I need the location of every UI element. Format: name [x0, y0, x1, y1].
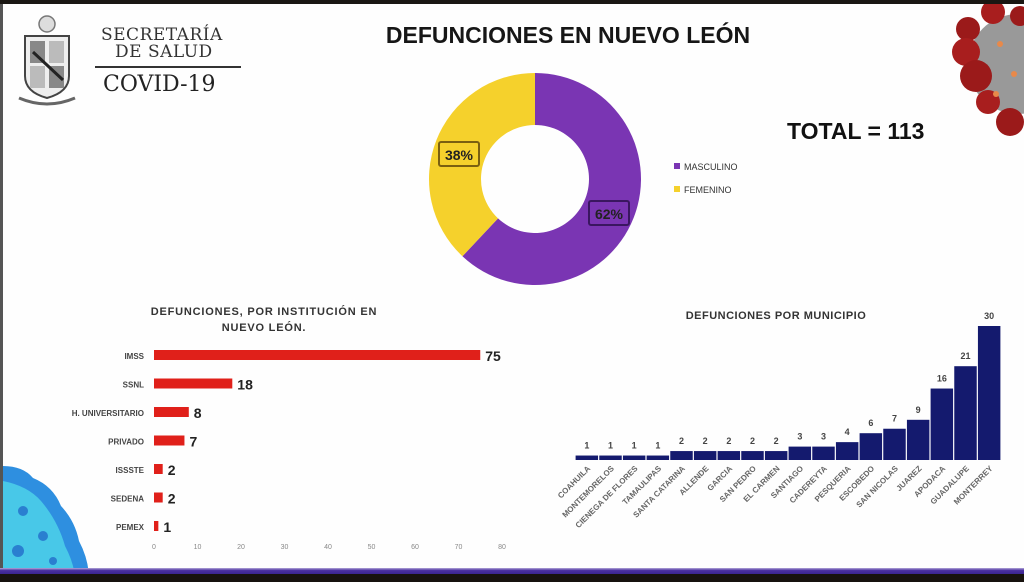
institution-category-label: SEDENA [111, 495, 145, 504]
municipio-bar [859, 433, 883, 460]
municipio-value-label: 1 [584, 441, 589, 451]
logo-text-de-salud: DE SALUD [115, 42, 213, 62]
institution-category-label: PRIVADO [108, 438, 144, 447]
institution-chart-title-line1: DEFUNCIONES, POR INSTITUCIÓN EN [151, 305, 377, 318]
institution-bar [154, 492, 163, 503]
municipio-value-label: 2 [679, 436, 684, 446]
institution-chart-title-line2: NUEVO LEÓN. [222, 321, 307, 334]
institution-x-tick-label: 30 [281, 544, 289, 551]
institution-bar [154, 464, 163, 474]
municipio-bar [883, 428, 906, 460]
institution-category-label: PEMEX [116, 523, 145, 532]
virus-blue-image [3, 466, 89, 572]
coat-of-arms-logo [18, 15, 76, 106]
institution-value-label: 2 [168, 462, 176, 478]
municipio-value-label: 2 [726, 436, 731, 446]
institution-x-tick-label: 80 [498, 544, 506, 551]
institution-value-label: 2 [168, 491, 176, 507]
logo-text-secretaria: SECRETARÍA [101, 25, 223, 45]
municipio-value-label: 21 [960, 351, 970, 361]
institution-category-label: ISSSTE [116, 466, 145, 475]
municipio-value-label: 1 [655, 441, 660, 451]
municipio-value-label: 3 [797, 432, 802, 442]
municipio-bar [906, 419, 930, 460]
municipio-value-label: 1 [632, 441, 637, 451]
institution-value-label: 7 [189, 434, 197, 450]
institution-x-tick-label: 0 [152, 544, 156, 551]
institution-bar [154, 435, 185, 446]
municipio-bar [741, 451, 764, 460]
municipio-bar [670, 451, 693, 460]
municipio-value-label: 2 [703, 436, 708, 446]
municipio-bar [693, 451, 717, 460]
municipio-chart-title: DEFUNCIONES POR MUNICIPIO [686, 310, 867, 322]
municipio-bar [788, 446, 812, 460]
institution-x-axis: 0 10 20 30 40 50 60 70 80 [152, 544, 506, 551]
institution-x-tick-label: 60 [411, 544, 419, 551]
legend-swatch-femenino [674, 186, 680, 192]
donut-data-label: 62% [595, 206, 624, 222]
municipio-value-label: 2 [774, 436, 779, 446]
page-title: DEFUNCIONES EN NUEVO LEÓN [385, 22, 751, 48]
institution-value-label: 8 [194, 405, 202, 421]
institution-x-tick-label: 40 [324, 544, 332, 551]
municipio-value-label: 30 [984, 311, 994, 321]
municipio-value-label: 16 [937, 374, 947, 384]
donut-data-label-box [438, 141, 480, 167]
municipio-bar [977, 326, 1001, 460]
donut-data-label-box [588, 200, 630, 226]
legend-label-femenino: FEMENINO [684, 185, 732, 195]
coronavirus-red-image [952, 4, 1024, 136]
institution-bars: IMSS 75 SSNL 18 H. UNIVERSITARIO 8 PRIVADO 7 ISS… [72, 348, 501, 535]
municipio-bar [646, 455, 670, 460]
institution-bar [154, 407, 189, 417]
slide: SECRETARÍA DE SALUD COVID-19 DEFUNCIONES… [3, 4, 1024, 572]
institution-x-tick-label: 50 [368, 544, 376, 551]
municipio-bar [622, 455, 646, 460]
institution-x-tick-label: 20 [237, 544, 245, 551]
logo-text-covid: COVID-19 [103, 72, 216, 97]
donut-chart: 62% 38% [429, 73, 642, 285]
charts-canvas: 62% 38% MASCULINO FEMENINO DEFUNCIONES, P… [72, 73, 1001, 551]
donut-legend: MASCULINO FEMENINO [674, 162, 738, 195]
institution-bar [154, 521, 159, 531]
municipio-value-label: 1 [608, 441, 613, 451]
donut-data-label: 38% [445, 147, 474, 163]
municipio-value-label: 3 [821, 432, 826, 442]
institution-bar [154, 350, 481, 360]
top-border [0, 0, 1024, 4]
municipio-bar [717, 451, 741, 460]
legend-label-masculino: MASCULINO [684, 162, 738, 172]
institution-value-label: 1 [163, 519, 171, 535]
institution-category-label: H. UNIVERSITARIO [72, 409, 144, 418]
municipio-value-label: 7 [892, 414, 897, 424]
municipio-bar [812, 446, 835, 460]
donut-slice-femenino [429, 73, 535, 257]
institution-category-label: IMSS [124, 352, 144, 361]
institution-category-label: SSNL [123, 381, 144, 390]
municipio-bar [835, 442, 859, 460]
left-border [0, 4, 3, 572]
institution-x-tick-label: 70 [455, 544, 463, 551]
municipio-value-label: 9 [916, 405, 921, 415]
bottom-border [0, 574, 1024, 582]
institution-value-label: 75 [485, 348, 501, 364]
legend-swatch-masculino [674, 163, 680, 169]
municipio-value-label: 2 [750, 436, 755, 446]
institution-bar [154, 378, 233, 389]
municipio-bar [954, 366, 977, 460]
municipio-value-label: 6 [868, 418, 873, 428]
municipio-bar [575, 455, 599, 460]
logo-divider [95, 66, 241, 68]
municipio-value-label: 4 [845, 427, 850, 437]
donut-slice-masculino [462, 73, 642, 285]
total-count: TOTAL = 113 [787, 118, 925, 144]
institution-x-tick-label: 10 [194, 544, 202, 551]
bottom-accent-bar [0, 568, 1024, 574]
municipio-bar [930, 388, 954, 460]
institution-value-label: 18 [237, 377, 253, 393]
municipio-bar [764, 451, 788, 460]
municipio-bar [599, 455, 622, 460]
